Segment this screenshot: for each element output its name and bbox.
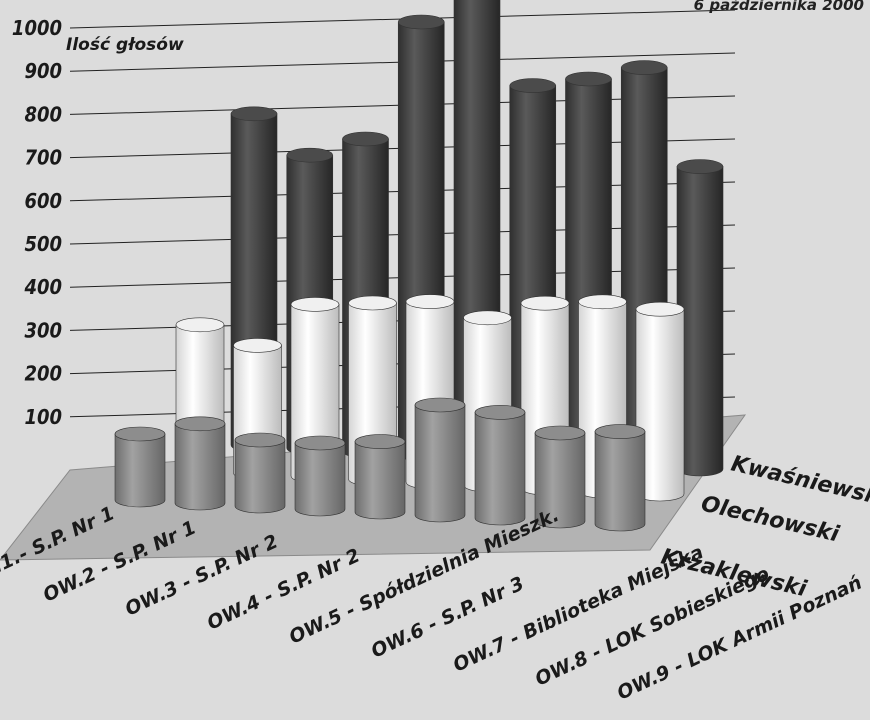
bar-top: [594, 424, 646, 439]
bar-body: [234, 439, 286, 514]
bar-top: [342, 131, 389, 147]
y-tick-label: 400: [23, 275, 62, 299]
bar-top: [354, 434, 406, 449]
bar-top: [114, 426, 166, 442]
bar-body: [534, 432, 586, 529]
y-tick-label: 1000: [12, 16, 62, 40]
bar-top: [676, 159, 724, 174]
bar-krzaklewski: [534, 425, 586, 529]
bar-body: [414, 404, 466, 523]
bar-top: [463, 310, 512, 326]
bar-top: [175, 317, 225, 333]
y-tick-label: 800: [24, 102, 62, 126]
bar-top: [509, 78, 557, 93]
y-tick-label: 600: [24, 189, 62, 213]
bar-body: [294, 442, 346, 517]
bar-top: [234, 432, 286, 448]
bar-kwaśniewski: [676, 159, 724, 477]
bar-top: [230, 106, 278, 122]
bar-top: [565, 71, 612, 87]
bar-top: [534, 425, 586, 441]
y-tick-label: 300: [24, 318, 62, 342]
date-header: 6 października 2000: [693, 0, 864, 14]
bar-body: [114, 433, 166, 508]
bar-body: [354, 441, 406, 520]
bar-top: [286, 147, 334, 163]
bar-top: [635, 301, 685, 317]
bar-krzaklewski: [294, 435, 346, 517]
bar-body: [474, 412, 526, 526]
series-label-olechowski: Olechowski: [699, 491, 842, 547]
bar-top: [405, 294, 455, 309]
bar-top: [578, 294, 627, 310]
bar-top: [348, 295, 397, 311]
bar-top: [290, 297, 340, 312]
bar-top: [174, 416, 226, 432]
bar-top: [520, 295, 570, 311]
bar-krzaklewski: [474, 405, 526, 526]
bar-krzaklewski: [354, 434, 406, 520]
bar-krzaklewski: [234, 432, 286, 514]
y-tick-label: 900: [24, 59, 62, 83]
bar-krzaklewski: [174, 416, 226, 511]
bar-top: [233, 338, 282, 353]
bar-olechowski: [635, 301, 685, 502]
y-axis-label: Ilość głosów: [66, 35, 184, 55]
bar-top: [414, 397, 466, 413]
bar-top: [474, 405, 526, 420]
bar-krzaklewski: [114, 426, 166, 508]
bar-krzaklewski: [594, 424, 646, 532]
bar-top: [620, 60, 668, 75]
bar-body: [174, 423, 226, 511]
bar-top: [397, 14, 445, 30]
bar-body: [594, 431, 646, 532]
bar-krzaklewski: [414, 397, 466, 523]
y-tick-label: 700: [24, 146, 62, 170]
bar-top: [294, 435, 346, 451]
y-tick-label: 500: [24, 232, 62, 256]
y-tick-label: 100: [24, 405, 62, 429]
y-tick-label: 200: [24, 362, 62, 386]
